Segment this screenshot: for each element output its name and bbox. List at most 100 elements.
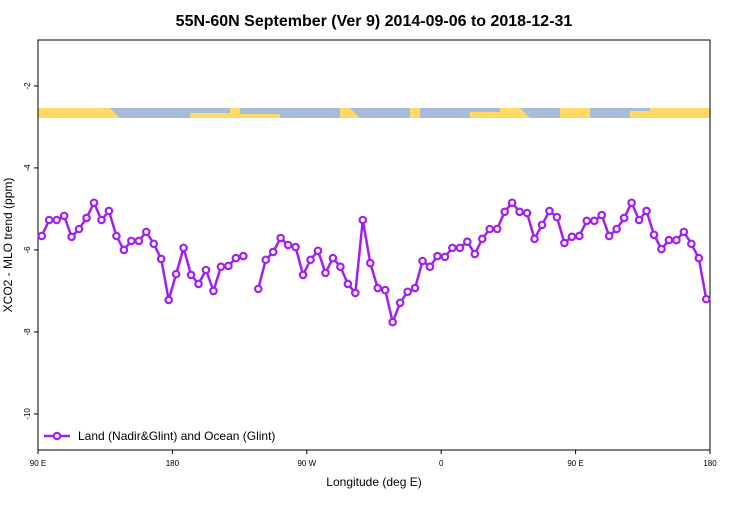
data-point: [634, 215, 644, 225]
data-point: [679, 227, 689, 237]
data-point: [313, 246, 323, 256]
data-point: [82, 213, 91, 223]
data-point: [485, 224, 495, 234]
x-tick-label: 0: [439, 459, 444, 468]
data-point: [283, 240, 293, 250]
data-point: [597, 210, 607, 220]
data-point: [619, 213, 629, 223]
land-ocean-strip: [38, 108, 710, 118]
y-tick-label: -10: [23, 408, 32, 420]
data-point: [455, 243, 465, 253]
chart-title: 55N-60N September (Ver 9) 2014-09-06 to …: [176, 13, 573, 30]
data-point: [186, 270, 196, 280]
x-tick-label: 90 W: [297, 459, 316, 468]
data-point: [52, 215, 61, 225]
data-point: [343, 279, 353, 289]
data-point: [687, 239, 696, 249]
data-point: [515, 207, 524, 217]
data-point: [201, 265, 211, 275]
data-point: [261, 255, 271, 265]
data-point: [567, 232, 577, 242]
data-point: [134, 236, 144, 246]
data-point: [664, 235, 674, 245]
data-point: [171, 269, 181, 279]
data-point: [433, 251, 442, 261]
data-point: [500, 207, 509, 217]
y-axis-label: XCO2 - MLO trend (ppm): [1, 178, 15, 313]
data-point: [97, 215, 106, 225]
data-point: [552, 212, 562, 222]
data-point: [365, 258, 375, 268]
data-point: [582, 216, 592, 226]
data-point: [67, 232, 76, 242]
data-point: [575, 231, 584, 241]
data-point: [141, 227, 151, 237]
data-point: [463, 237, 472, 247]
data-point: [642, 206, 651, 216]
data-point: [418, 256, 427, 266]
data-point: [612, 224, 621, 234]
data-point: [179, 243, 188, 253]
data-point: [231, 253, 241, 263]
data-point: [627, 198, 636, 208]
x-tick-label: 180: [703, 459, 717, 468]
data-point: [403, 287, 412, 297]
data-point: [156, 254, 166, 264]
x-tick-label: 90 E: [30, 459, 46, 468]
data-point: [380, 285, 390, 295]
y-tick-label: -8: [23, 328, 32, 336]
data-point: [395, 298, 405, 308]
data-point: [253, 284, 263, 294]
data-point: [701, 294, 711, 304]
data-point: [410, 283, 420, 293]
data-point: [589, 216, 599, 226]
y-tick-label: -4: [23, 164, 32, 172]
data-point: [507, 198, 517, 208]
data-point: [306, 255, 315, 265]
data-point: [149, 239, 159, 249]
data-point: [470, 249, 480, 259]
y-tick-label: -6: [23, 246, 32, 254]
data-point: [112, 231, 121, 241]
data-point: [522, 208, 532, 218]
data-point: [560, 238, 569, 248]
data-point: [336, 262, 345, 272]
data-point: [239, 251, 248, 261]
data-point: [164, 295, 173, 305]
data-point: [448, 243, 457, 253]
data-point: [209, 286, 218, 296]
data-point: [537, 220, 547, 230]
data-point: [194, 279, 203, 289]
data-point: [351, 288, 360, 298]
data-point: [321, 268, 330, 278]
y-tick-label: -2: [23, 82, 32, 90]
data-point: [104, 206, 114, 216]
data-point: [672, 235, 681, 245]
data-point: [224, 261, 233, 271]
data-point: [89, 198, 99, 208]
data-point: [425, 262, 435, 272]
data-point: [119, 245, 129, 255]
data-point: [657, 244, 666, 254]
data-point: [530, 234, 539, 244]
data-point: [604, 231, 614, 241]
data-point: [127, 236, 136, 246]
legend-label: Land (Nadir&Glint) and Ocean (Glint): [78, 429, 275, 443]
data-point: [694, 253, 704, 263]
data-point: [268, 247, 278, 257]
data-point: [44, 215, 54, 225]
x-tick-label: 90 E: [567, 459, 583, 468]
data-point: [373, 283, 383, 293]
data-point: [216, 262, 226, 272]
data-point: [388, 317, 397, 327]
data-point: [59, 211, 69, 221]
data-point: [545, 206, 554, 216]
data-point: [74, 224, 84, 234]
data-point: [649, 230, 659, 240]
data-point: [298, 270, 308, 280]
data-point: [276, 233, 285, 243]
x-tick-label: 180: [166, 459, 180, 468]
data-point: [328, 253, 338, 263]
data-point: [492, 224, 502, 234]
